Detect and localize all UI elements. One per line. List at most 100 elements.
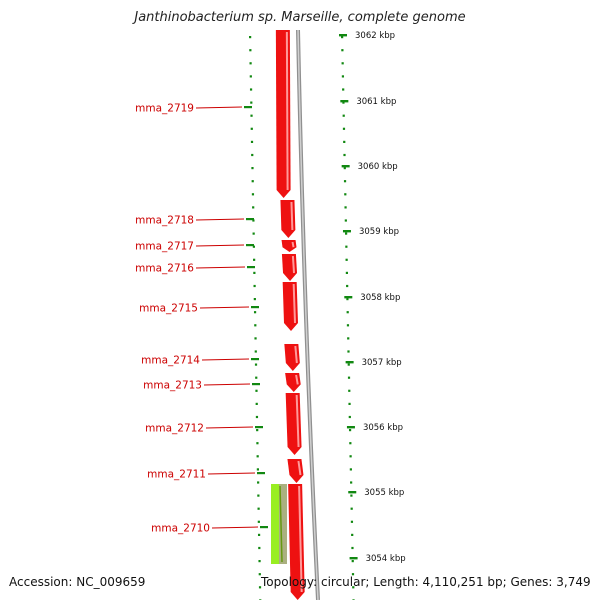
inner-tick <box>253 298 256 301</box>
inner-tick <box>257 507 260 510</box>
outer-tick <box>342 114 345 117</box>
gene-label: mma_2712 <box>145 423 204 435</box>
kbp-label: 3057 kbp <box>362 358 402 368</box>
inner-tick <box>250 114 253 117</box>
outer-tick <box>344 193 347 196</box>
inner-tick <box>252 245 255 248</box>
kbp-major-tick <box>339 34 347 37</box>
gene-label: mma_2716 <box>135 263 194 275</box>
outer-tick <box>350 494 353 497</box>
gene-leader-line <box>205 426 254 429</box>
gene-arrow-shine <box>285 31 289 191</box>
kbp-label: 3058 kbp <box>360 293 400 303</box>
inner-tick <box>253 284 256 288</box>
gene-tick <box>246 218 254 221</box>
gene-label: mma_2714 <box>141 355 200 367</box>
outer-tick <box>343 180 347 183</box>
gene-leader-line <box>199 306 250 309</box>
outer-tick <box>341 62 344 65</box>
outer-tick <box>351 546 354 550</box>
outer-tick <box>348 415 351 419</box>
inner-tick <box>257 481 260 484</box>
gene-leader-line <box>195 106 243 109</box>
gene-label: mma_2718 <box>135 215 194 227</box>
outer-tick-track <box>341 36 355 600</box>
outer-tick <box>347 337 350 340</box>
outer-tick <box>344 219 347 222</box>
gene-label: mma_2713 <box>143 380 202 392</box>
inner-tick <box>258 546 261 550</box>
outer-tick <box>351 560 354 563</box>
outer-tick <box>344 206 347 209</box>
gene-leader-line <box>211 526 259 529</box>
kbp-major-tick <box>348 491 357 494</box>
outer-tick <box>350 481 353 484</box>
inner-tick <box>250 101 253 104</box>
inner-tick <box>253 311 257 314</box>
gene-tick <box>251 306 259 309</box>
inner-tick <box>249 88 253 91</box>
gene-tick <box>251 358 259 361</box>
gene-arrow-shine <box>291 241 295 248</box>
gene-leader-line <box>195 218 245 221</box>
gene-label: mma_2710 <box>151 523 210 535</box>
gene-tick <box>252 383 260 386</box>
inner-tick <box>254 324 257 327</box>
outer-tick <box>344 232 348 235</box>
inner-tick <box>257 494 260 497</box>
outer-tick <box>343 153 346 157</box>
gene-labels: mma_2719 mma_2718 mma_2717 mma_2716 mma_2715… <box>135 103 210 535</box>
inner-tick <box>254 363 258 366</box>
outer-tick <box>350 507 353 510</box>
outer-tick <box>349 455 352 458</box>
outer-tick <box>348 429 352 432</box>
inner-tick <box>250 127 253 130</box>
gene-arrow-shine <box>295 374 299 385</box>
kbp-major-tick <box>349 557 358 560</box>
outer-tick <box>351 573 355 576</box>
inner-tick <box>254 350 257 353</box>
outer-tick <box>351 533 354 536</box>
inner-tick <box>258 560 261 563</box>
inner-tick <box>256 468 259 471</box>
inner-tick <box>257 520 260 523</box>
inner-tick <box>251 167 254 170</box>
kbp-label: 3061 kbp <box>356 97 396 107</box>
inner-tick <box>255 415 259 419</box>
outer-tick <box>343 167 346 170</box>
kbp-label: 3055 kbp <box>364 488 404 498</box>
highlight-gene-edge <box>279 485 283 563</box>
outer-tick <box>346 324 350 327</box>
outer-tick <box>352 586 355 589</box>
gene-leader-line <box>207 472 256 475</box>
gene-arrow-shine <box>292 283 297 324</box>
inner-tick <box>249 75 252 78</box>
gene-leader-line <box>203 383 251 386</box>
gene-leader-line <box>195 266 246 269</box>
gene-arrow-shine <box>294 345 298 364</box>
outer-tick <box>348 402 351 405</box>
gene-arrow-shine <box>298 485 303 593</box>
outer-tick <box>346 311 349 314</box>
kbp-major-tick <box>344 296 353 299</box>
kbp-label: 3060 kbp <box>358 162 398 172</box>
inner-tick <box>256 455 259 458</box>
outer-tick <box>342 88 345 91</box>
genome-backbone <box>296 29 320 600</box>
outer-tick <box>342 101 345 104</box>
inner-tick <box>258 573 261 576</box>
outer-tick <box>350 520 354 523</box>
inner-tick <box>250 140 254 143</box>
inner-tick <box>252 219 255 222</box>
gene-arrow-shine <box>295 394 300 448</box>
gene-label: mma_2719 <box>135 103 194 115</box>
outer-tick <box>345 271 348 274</box>
kbp-major-tick <box>340 100 349 103</box>
gene-label: mma_2717 <box>135 241 194 253</box>
kbp-label: 3054 kbp <box>366 554 406 564</box>
inner-tick <box>255 376 258 379</box>
gene-arrow <box>280 200 296 238</box>
inner-tick <box>251 153 254 157</box>
gene-arrow <box>282 282 299 331</box>
